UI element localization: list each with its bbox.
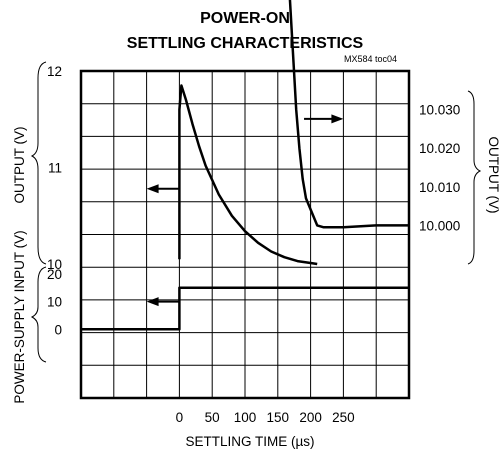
direction-arrow: [146, 297, 180, 307]
figure-note: MX584 toc04: [344, 54, 397, 64]
x-tick-label: 200: [299, 410, 322, 425]
supply-axis-label: POWER-SUPPLY INPUT (V): [12, 230, 27, 403]
direction-arrow: [146, 184, 180, 194]
output-left-tick-label: 11: [48, 161, 62, 176]
output-right-axis-label: OUTPUT (V): [486, 137, 501, 214]
x-axis-ticks: 0 50 100 150 200 250: [176, 410, 355, 425]
x-tick-label: 150: [267, 410, 290, 425]
arrow-layer: [146, 114, 344, 307]
output-left-axis-label: OUTPUT (V): [12, 127, 27, 204]
right-axis-ticks: 10.030 10.020 10.010 10.000: [419, 103, 460, 234]
output-right-tick-label: 10.030: [419, 103, 460, 118]
x-tick-label: 250: [332, 410, 355, 425]
supply-tick-label: 20: [47, 267, 62, 282]
output-right-tick-label: 10.010: [419, 180, 460, 195]
series-line-2: [288, 0, 409, 229]
output-left-bracket: [30, 61, 47, 265]
output-right-tick-label: 10.020: [419, 141, 460, 156]
series-line-1: [178, 84, 318, 266]
chart-title-line-2: SETTLING CHARACTERISTICS: [127, 35, 364, 52]
grid: [81, 71, 409, 398]
plot-frame: [79, 69, 411, 400]
supply-tick-label: 10: [47, 295, 62, 310]
supply-tick-label: 0: [54, 322, 62, 337]
series-line-3: [81, 286, 409, 331]
x-tick-label: 0: [176, 410, 184, 425]
x-tick-label: 50: [205, 410, 220, 425]
supply-bracket: [30, 266, 47, 363]
output-left-tick-label: 12: [47, 64, 62, 79]
output-left-tick-label: 10: [47, 257, 62, 272]
direction-arrow: [304, 114, 344, 124]
x-tick-label: 100: [234, 410, 257, 425]
output-right-bracket: [467, 90, 482, 265]
x-axis-label: SETTLING TIME (µs): [185, 434, 314, 449]
series-layer: [81, 0, 409, 331]
chart-title-line-1: POWER-ON: [200, 10, 290, 27]
output-right-tick-label: 10.000: [419, 218, 460, 233]
